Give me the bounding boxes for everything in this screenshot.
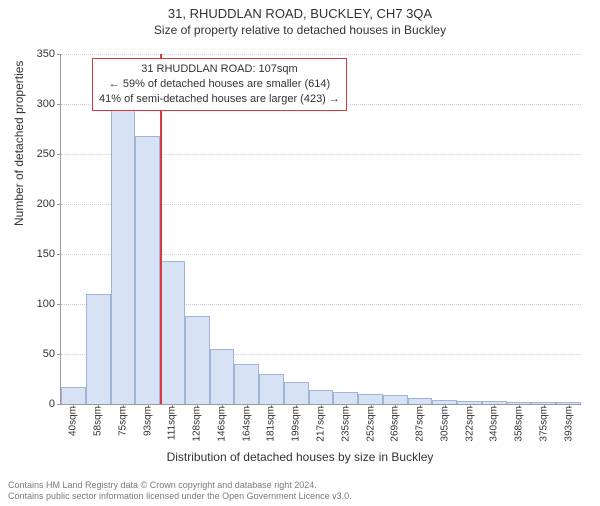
chart-title: 31, RHUDDLAN ROAD, BUCKLEY, CH7 3QA: [0, 6, 600, 21]
chart-subtitle: Size of property relative to detached ho…: [0, 23, 600, 37]
xtick-label: 322sqm: [464, 406, 475, 442]
histogram-bar: [284, 382, 309, 404]
ytick-label: 300: [25, 98, 55, 110]
xtick-label: 40sqm: [68, 406, 79, 436]
ytick-label: 0: [25, 398, 55, 410]
ytick-mark: [57, 354, 61, 355]
ytick-mark: [57, 104, 61, 105]
xtick-label: 128sqm: [192, 406, 203, 442]
annotation-line-3: 41% of semi-detached houses are larger (…: [99, 92, 340, 107]
xtick-label: 146sqm: [216, 406, 227, 442]
xtick-label: 358sqm: [514, 406, 525, 442]
footer-attribution: Contains HM Land Registry data © Crown c…: [8, 480, 352, 503]
histogram-bar: [185, 316, 210, 404]
xtick-label: 199sqm: [291, 406, 302, 442]
histogram-bar: [383, 395, 408, 404]
ytick-mark: [57, 304, 61, 305]
xtick-label: 181sqm: [266, 406, 277, 442]
xtick-label: 235sqm: [340, 406, 351, 442]
xtick-label: 111sqm: [167, 406, 178, 440]
ytick-mark: [57, 54, 61, 55]
ytick-label: 50: [25, 348, 55, 360]
ytick-mark: [57, 254, 61, 255]
xtick-label: 252sqm: [365, 406, 376, 442]
ytick-mark: [57, 404, 61, 405]
histogram-bar: [358, 394, 383, 404]
xtick-label: 164sqm: [241, 406, 252, 442]
ytick-label: 200: [25, 198, 55, 210]
histogram-bar: [234, 364, 259, 404]
xtick-label: 305sqm: [439, 406, 450, 442]
histogram-bar: [333, 392, 358, 404]
xtick-label: 287sqm: [415, 406, 426, 442]
ytick-label: 100: [25, 298, 55, 310]
footer-line-1: Contains HM Land Registry data © Crown c…: [8, 480, 352, 491]
histogram-bar: [111, 99, 136, 404]
ytick-mark: [57, 204, 61, 205]
histogram-bar: [309, 390, 334, 404]
y-axis-label: Number of detached properties: [12, 61, 26, 226]
xtick-label: 58sqm: [93, 406, 104, 436]
xtick-label: 393sqm: [563, 406, 574, 442]
gridline: [61, 54, 581, 55]
histogram-bar: [135, 136, 160, 404]
xtick-label: 75sqm: [117, 406, 128, 436]
annotation-line-1: 31 RHUDDLAN ROAD: 107sqm: [99, 62, 340, 77]
histogram-bar: [259, 374, 284, 404]
xtick-label: 93sqm: [142, 406, 153, 436]
histogram-bar: [210, 349, 235, 404]
footer-line-2: Contains public sector information licen…: [8, 491, 352, 502]
ytick-label: 250: [25, 148, 55, 160]
ytick-mark: [57, 154, 61, 155]
ytick-label: 150: [25, 248, 55, 260]
xtick-label: 340sqm: [489, 406, 500, 442]
annotation-line-2: ← 59% of detached houses are smaller (61…: [99, 77, 340, 92]
ytick-label: 350: [25, 48, 55, 60]
histogram-bar: [61, 387, 86, 404]
xtick-label: 269sqm: [390, 406, 401, 442]
histogram-bar: [160, 261, 185, 404]
x-axis-label: Distribution of detached houses by size …: [0, 450, 600, 464]
annotation-box: 31 RHUDDLAN ROAD: 107sqm ← 59% of detach…: [92, 58, 347, 111]
xtick-label: 375sqm: [538, 406, 549, 442]
histogram-bar: [86, 294, 111, 404]
xtick-label: 217sqm: [316, 406, 327, 442]
